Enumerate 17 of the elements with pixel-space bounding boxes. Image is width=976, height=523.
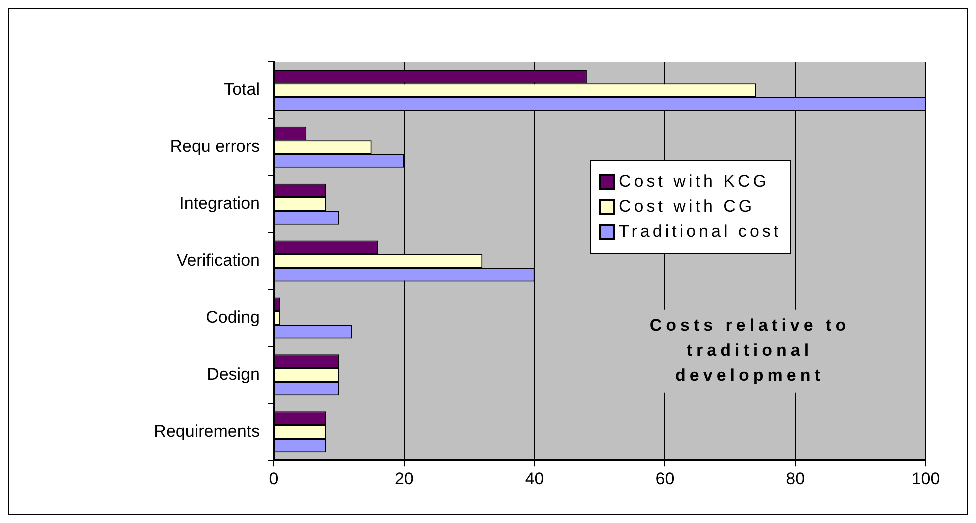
x-tick-label: 0	[269, 469, 279, 488]
legend-label: Cost with KCG	[619, 172, 770, 192]
y-tick-label: Integration	[180, 194, 260, 214]
y-tick-label: Total	[224, 80, 260, 100]
x-tick-label: 80	[786, 469, 806, 488]
x-tick-label: 20	[394, 469, 414, 488]
y-tick-label: Requirements	[154, 422, 260, 441]
x-tick-label: 100	[912, 469, 940, 488]
legend-label: Traditional cost	[619, 222, 782, 242]
x-tick-label: 40	[525, 469, 544, 488]
y-tick-label: Verification	[176, 250, 260, 270]
x-tick-label: 60	[656, 469, 675, 488]
annotation: Costs relative to traditional development	[650, 316, 850, 386]
y-tick-label: Design	[207, 364, 260, 384]
y-tick-label: Coding	[206, 308, 260, 327]
y-tick-label: Requ errors	[170, 137, 260, 156]
legend-label: Cost with CG	[619, 197, 756, 217]
